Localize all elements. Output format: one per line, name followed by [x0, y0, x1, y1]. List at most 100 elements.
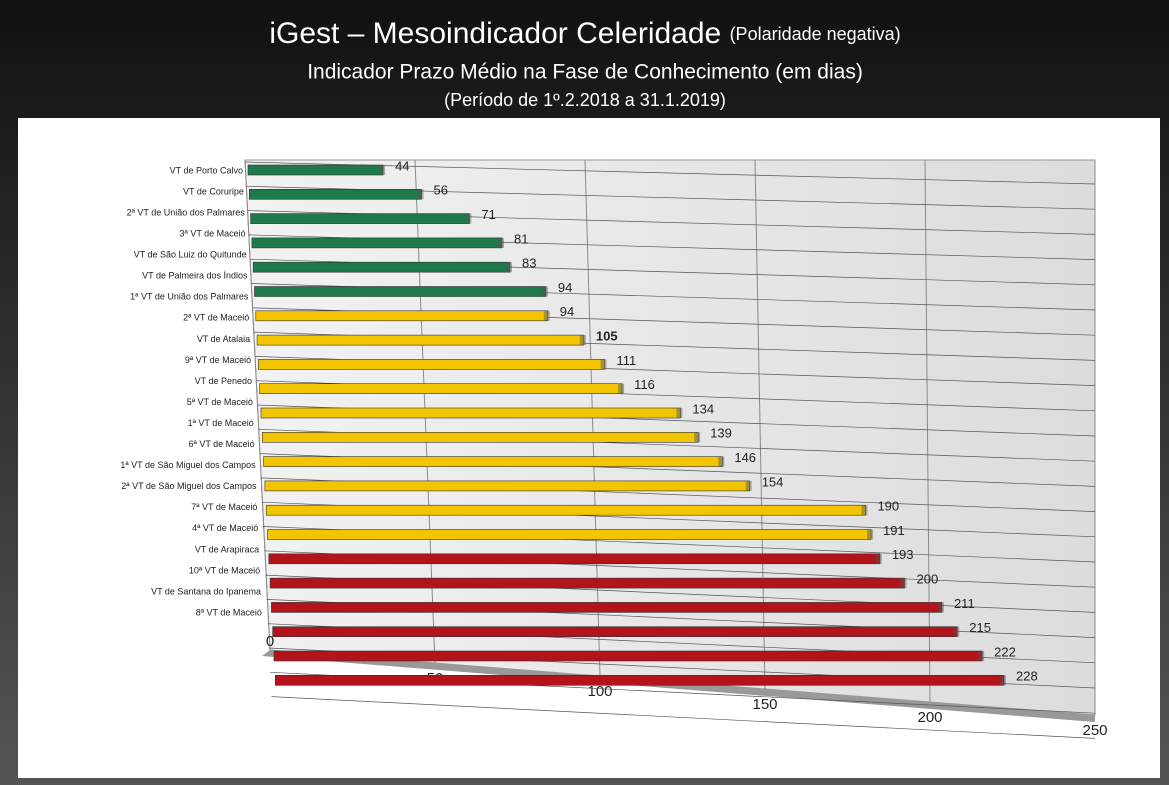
- y-tick-label: VT de São Luiz do Quitunde: [134, 250, 247, 260]
- bar: [261, 431, 699, 443]
- y-tick-label: 6ª VT de Maceió: [188, 439, 254, 449]
- value-label: 111: [616, 353, 636, 368]
- bar: [256, 334, 585, 346]
- bar: [273, 650, 983, 662]
- bar-cap: [618, 383, 625, 394]
- value-label: 83: [522, 256, 536, 271]
- value-label: 211: [954, 596, 975, 611]
- value-label: 81: [514, 231, 528, 246]
- chart-period: (Período de 1º.2.2018 a 31.1.2019): [444, 90, 726, 110]
- title-note: (Polaridade negativa): [730, 24, 901, 44]
- grid-line: [754, 159, 766, 690]
- bar-cap: [541, 286, 548, 297]
- bar: [258, 359, 605, 370]
- y-tick-label: 1ª VT de União dos Palmares: [130, 292, 249, 302]
- bar: [263, 456, 723, 467]
- bar: [269, 577, 905, 589]
- bar: [250, 213, 470, 224]
- bar: [272, 626, 958, 638]
- bar-cap: [498, 237, 505, 248]
- value-label: 134: [692, 401, 714, 416]
- bar-cap: [600, 359, 607, 370]
- y-tick-label: VT de Santana do Ipanema: [151, 586, 261, 596]
- y-tick-label: VT de Penedo: [195, 376, 252, 386]
- value-label: 200: [917, 572, 939, 587]
- x-tick-label: 0: [266, 633, 274, 650]
- bar-cap: [867, 529, 874, 540]
- bar: [247, 164, 384, 176]
- y-tick-label: 5ª VT de Maceió: [187, 397, 253, 407]
- y-tick-label: 10ª VT de Maceió: [189, 565, 260, 575]
- value-label: 191: [883, 523, 905, 538]
- value-label: 94: [560, 304, 574, 319]
- bar-cap: [379, 165, 386, 175]
- y-tick-label: VT de Porto Calvo: [170, 165, 243, 175]
- value-label: 190: [877, 499, 899, 514]
- bar: [265, 504, 866, 516]
- bar-cap: [506, 262, 513, 273]
- bar-cap: [543, 310, 550, 321]
- value-label: 215: [969, 620, 991, 635]
- y-tick-label: 2ª VT de São Miguel dos Campos: [121, 481, 257, 491]
- bar-cap: [978, 651, 985, 661]
- value-label: 139: [710, 426, 732, 441]
- y-tick-label: 3ª VT de Maceió: [179, 229, 245, 239]
- bar-cap: [465, 213, 472, 224]
- bar-cap: [718, 456, 725, 467]
- y-tick-label: 7ª VT de Maceió: [191, 502, 257, 512]
- value-label: 71: [481, 207, 495, 222]
- y-tick-label: 9ª VT de Maceió: [185, 355, 251, 365]
- value-label: 154: [762, 474, 784, 489]
- x-tick-label: 100: [587, 683, 612, 700]
- y-tick-label: 8ª VT de Maceió: [196, 607, 262, 617]
- value-label: 44: [395, 158, 409, 173]
- row-line: [271, 696, 1096, 739]
- bar-cap: [694, 432, 701, 443]
- bar: [264, 480, 750, 492]
- value-label: 116: [634, 377, 655, 392]
- bar: [251, 237, 503, 249]
- bar: [267, 529, 872, 540]
- bar: [268, 553, 881, 565]
- chart-title: iGest – Mesoindicador Celeridade (Polari…: [269, 17, 900, 50]
- y-tick-label: 4ª VT de Maceió: [192, 523, 258, 533]
- bar-cap: [861, 505, 868, 516]
- bar-cap: [417, 189, 424, 200]
- bar: [271, 602, 943, 613]
- bar-cap: [937, 602, 944, 613]
- bar: [260, 407, 681, 419]
- bar: [274, 674, 1005, 686]
- bar-cap: [676, 408, 683, 418]
- y-tick-label: VT de Atalaia: [197, 334, 250, 344]
- value-label: 228: [1016, 669, 1038, 684]
- bar: [259, 383, 623, 395]
- y-tick-label: 2ª VT de Maceió: [183, 313, 249, 323]
- bar-cap: [953, 626, 960, 637]
- value-label: 146: [734, 450, 756, 465]
- bar: [254, 286, 547, 297]
- bar: [255, 310, 549, 322]
- bar: [252, 261, 511, 273]
- y-tick-label: 1ª VT de São Miguel dos Campos: [120, 460, 256, 470]
- bar-cap: [875, 553, 882, 564]
- value-label: 193: [892, 547, 914, 562]
- plot-floor: [262, 650, 1095, 722]
- y-tick-label: VT de Coruripe: [183, 186, 244, 196]
- x-tick-label: 200: [917, 709, 942, 726]
- bar-cap: [900, 578, 907, 589]
- bar-cap: [579, 335, 586, 346]
- x-tick-label: 150: [752, 696, 777, 713]
- y-tick-label: 1ª VT de Maceió: [188, 418, 254, 428]
- x-tick-label: 250: [1082, 722, 1107, 739]
- y-tick-label: VT de Arapiraca: [195, 544, 259, 554]
- value-label: 222: [994, 644, 1016, 659]
- bar-cap: [999, 675, 1006, 686]
- bar-cap: [745, 480, 752, 491]
- value-label: 105: [596, 329, 618, 344]
- bar: [249, 189, 422, 200]
- chart-subtitle: Indicador Prazo Médio na Fase de Conheci…: [307, 61, 863, 84]
- row-line: [244, 161, 1096, 185]
- y-tick-label: VT de Palmeira dos Índios: [142, 271, 248, 281]
